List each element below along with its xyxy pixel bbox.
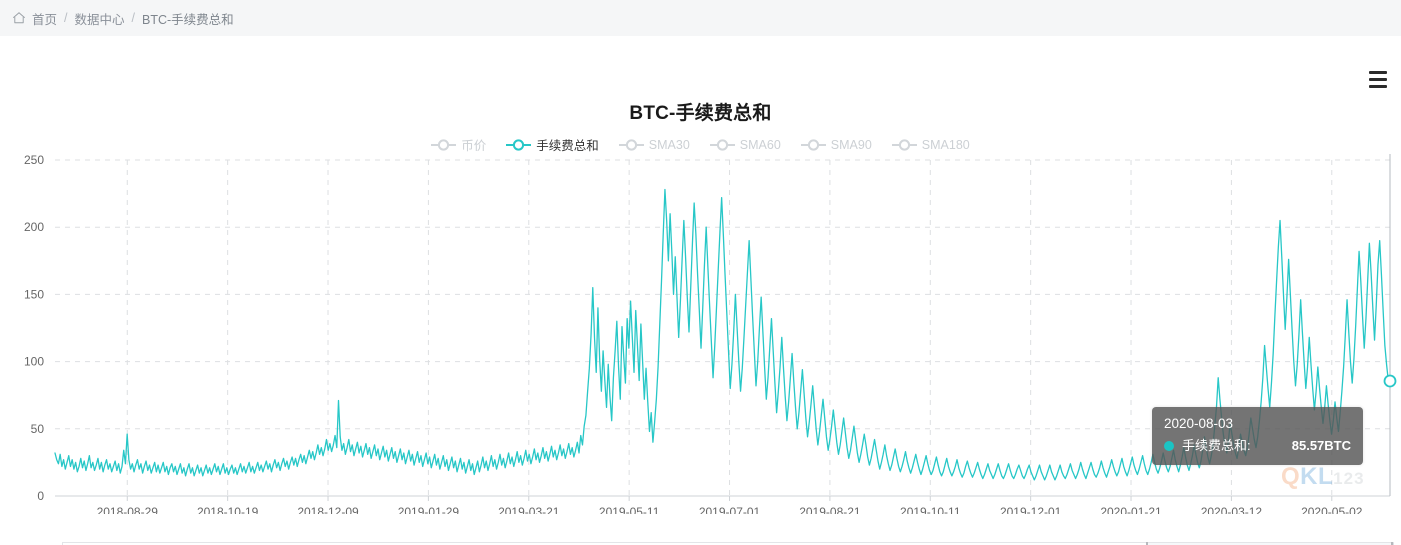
svg-text:2019-08-21: 2019-08-21 [799,505,861,514]
legend-item-sma30[interactable]: SMA30 [618,137,690,152]
highlight-point-marker [1383,374,1397,388]
right-handle-line [1391,542,1393,545]
legend-item-sma180[interactable]: SMA180 [891,137,970,152]
svg-text:2019-07-01: 2019-07-01 [699,505,761,514]
breadcrumb-item-current: BTC-手续费总和 [142,12,234,27]
series-line-total-fee [54,188,1391,481]
left-handle-line [1146,542,1148,545]
svg-text:2020-01-21: 2020-01-21 [1100,505,1162,514]
svg-text:2018-12-09: 2018-12-09 [297,505,359,514]
breadcrumb-separator: / [131,11,135,25]
legend-label: SMA180 [921,137,970,152]
legend-item-coin-price[interactable]: 币价 [431,135,486,154]
legend-marker-icon [800,138,826,151]
svg-text:2020-03-12: 2020-03-12 [1201,505,1263,514]
svg-text:2018-10-19: 2018-10-19 [197,505,259,514]
page-title: BTC-手续费总和 [629,103,772,124]
x-axis-tick-marks [126,496,1333,501]
svg-text:50: 50 [31,422,45,436]
legend-marker-icon [709,138,735,151]
svg-text:200: 200 [24,220,44,234]
breadcrumb-item-home[interactable]: 首页 [32,12,58,27]
x-axis-tick-labels: 2018-08-29 2018-10-19 2018-12-09 2019-01-29… [97,505,1363,514]
svg-text:2019-12-01: 2019-12-01 [1000,505,1062,514]
legend-label: 币价 [461,139,487,153]
chart-plot-area[interactable]: 0 50 100 150 200 250 2018-08-29 2018-10-19 2018… [0,154,1401,514]
svg-text:250: 250 [24,154,44,167]
legend-item-total-fee[interactable]: 手续费总和 [506,135,599,154]
legend-label: SMA60 [739,137,781,152]
svg-text:2019-01-29: 2019-01-29 [398,505,460,514]
data-zoom-slider[interactable] [62,542,1394,545]
svg-text:2019-03-21: 2019-03-21 [498,505,560,514]
vertical-gridlines [126,160,1333,496]
legend-label: SMA90 [830,137,872,152]
svg-text:2019-05-11: 2019-05-11 [599,505,660,514]
y-axis-tick-labels: 0 50 100 150 200 250 [24,154,44,503]
svg-text:2019-10-11: 2019-10-11 [900,505,961,514]
chart-card: BTC-手续费总和 币价 手续费总和 [0,36,1401,545]
hamburger-menu-icon[interactable] [1365,66,1391,92]
legend-label: 手续费总和 [536,139,599,153]
svg-text:150: 150 [24,287,44,301]
breadcrumb: 首页 / 数据中心 / BTC-手续费总和 [0,0,1401,36]
legend-item-sma60[interactable]: SMA60 [709,137,781,152]
breadcrumb-separator: / [64,11,68,25]
svg-text:2018-08-29: 2018-08-29 [97,505,159,514]
svg-text:100: 100 [24,355,44,369]
chart-legend: 币价 手续费总和 SMA30 [0,135,1401,154]
legend-marker-icon [618,138,644,151]
slider-selected-range[interactable] [1147,543,1394,545]
svg-text:0: 0 [37,489,44,503]
home-icon [13,12,25,24]
breadcrumb-item-data-center[interactable]: 数据中心 [74,12,125,27]
legend-marker-icon [431,138,457,151]
svg-text:2020-05-02: 2020-05-02 [1301,505,1363,514]
legend-label: SMA30 [648,137,690,152]
legend-marker-icon [506,138,532,151]
legend-item-sma90[interactable]: SMA90 [800,137,872,152]
legend-marker-icon [891,138,917,151]
